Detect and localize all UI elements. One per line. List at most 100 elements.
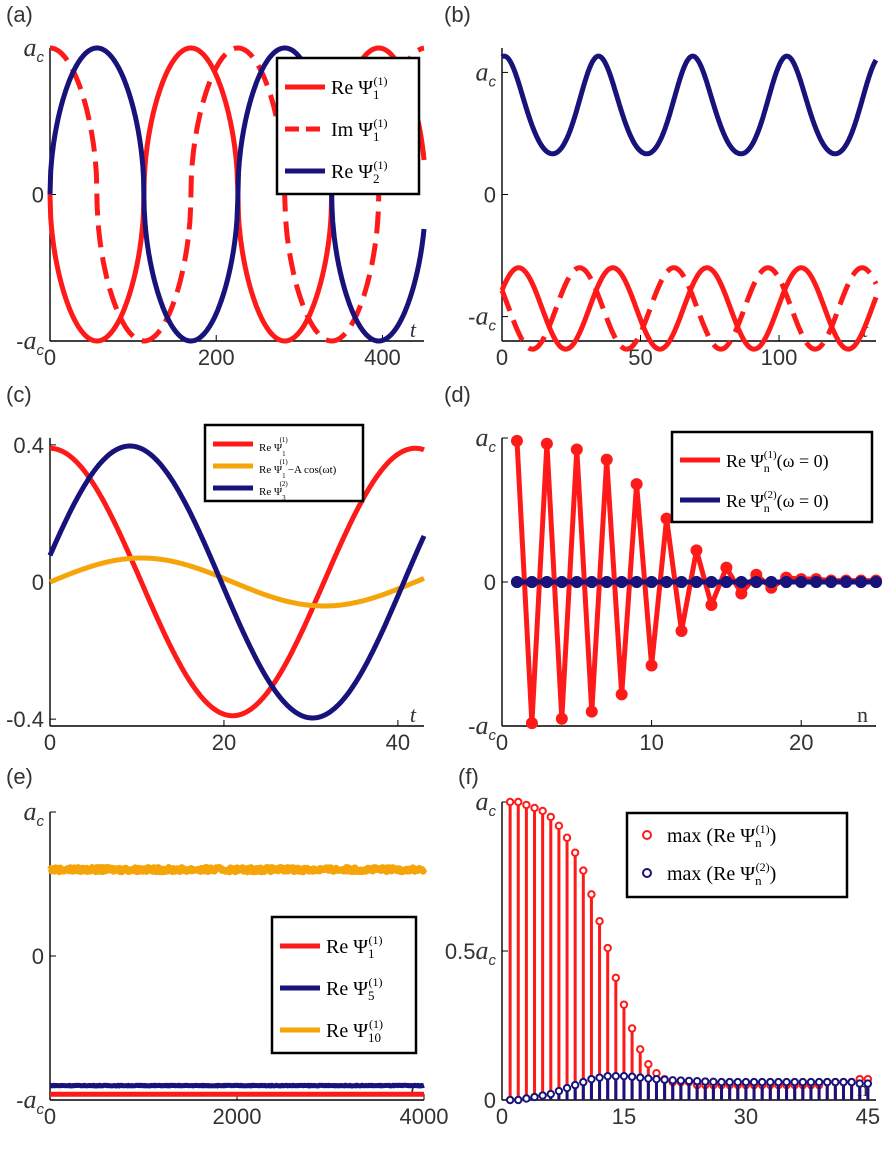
x-axis-label: t — [410, 317, 417, 342]
stem-marker — [505, 1095, 515, 1105]
stem-marker — [823, 1077, 832, 1087]
stem-marker — [766, 1077, 775, 1087]
x-tick-label: 200 — [198, 345, 235, 370]
y-tick-label: -ac — [468, 711, 496, 744]
data-point-top — [555, 576, 568, 588]
data-point-top — [630, 576, 643, 588]
series-line — [48, 45, 426, 344]
data-point-top — [810, 576, 823, 588]
stem-marker — [505, 797, 515, 807]
stem-marker — [855, 1079, 864, 1088]
stem-marker — [587, 1074, 596, 1084]
stem-marker — [668, 1076, 677, 1085]
legend-label: Re Ψ3(2) — [259, 480, 288, 502]
data-point-top — [570, 576, 583, 588]
panel-label: (d) — [444, 382, 471, 407]
x-tick-label: 100 — [761, 345, 798, 370]
stem-marker — [587, 890, 596, 899]
stem-marker — [644, 1060, 653, 1069]
legend-box — [670, 430, 874, 524]
legend-label: max (Re Ψn(2)) — [667, 860, 776, 888]
data-point-top — [705, 576, 718, 588]
data-point-top — [690, 576, 703, 588]
x-tick-label: 0 — [496, 1104, 508, 1129]
stem-marker — [757, 1077, 767, 1087]
stem-marker — [514, 1095, 523, 1105]
data-point — [645, 659, 658, 672]
x-tick-label: 2000 — [213, 1104, 262, 1129]
y-tick-label: -ac — [16, 1085, 44, 1118]
data-point — [615, 688, 628, 701]
stem-marker — [684, 1076, 694, 1086]
series-line — [500, 53, 879, 157]
data-point-top — [825, 576, 838, 588]
data-point — [600, 453, 613, 466]
stem-marker — [733, 1077, 742, 1087]
x-tick-label: 10 — [639, 730, 663, 755]
stem-marker — [611, 973, 621, 983]
y-tick-label: -0.4 — [6, 707, 44, 732]
series-line — [48, 1082, 426, 1089]
series-line — [48, 555, 426, 609]
y-tick-label: 0 — [484, 570, 496, 595]
x-axis-label: n — [857, 702, 868, 727]
data-point — [735, 587, 748, 600]
stem-marker — [554, 821, 564, 831]
stem-marker — [749, 1077, 759, 1087]
stem-marker — [660, 1075, 669, 1084]
series-line — [47, 45, 427, 344]
series-line — [47, 863, 428, 876]
panel-label: (a) — [6, 2, 33, 27]
panel-5: (f) 0 15 30 45 ac 0.5ac 0 n max (Re Ψn(1)) max (Re… — [445, 764, 880, 1129]
stem-marker — [562, 833, 572, 842]
data-point — [510, 434, 523, 447]
stem-marker — [619, 1071, 629, 1081]
stem-marker — [619, 1000, 629, 1009]
data-point-top — [765, 576, 778, 588]
panel-label: (c) — [6, 382, 32, 407]
y-tick-label: 0.5ac — [445, 936, 497, 969]
stem-marker — [806, 1077, 816, 1087]
stem-marker — [636, 1073, 645, 1082]
legend-box — [625, 811, 849, 899]
data-point-top — [525, 576, 538, 588]
data-point-top — [645, 576, 658, 588]
legend-label: Re Ψ1(1) — [259, 436, 288, 458]
stem-marker — [644, 1074, 653, 1083]
stem-marker — [579, 866, 588, 875]
stem-marker — [676, 1076, 686, 1085]
data-point-top — [600, 576, 613, 588]
data-point-top — [795, 576, 808, 588]
x-tick-label: 400 — [364, 345, 401, 370]
y-tick-label: 0 — [32, 183, 44, 208]
data-point — [720, 561, 733, 574]
x-tick-label: 20 — [212, 730, 236, 755]
legend-label: Re Ψn(1)(ω = 0) — [726, 449, 829, 475]
data-point — [555, 712, 568, 725]
stem-marker — [530, 1092, 539, 1102]
stem-marker — [839, 1077, 848, 1087]
stem-marker — [522, 1094, 531, 1103]
data-point-top — [720, 576, 733, 588]
y-tick-label: 0 — [484, 1088, 496, 1113]
stem-marker — [562, 1083, 572, 1093]
stem-marker — [546, 812, 555, 822]
stem-marker — [579, 1077, 588, 1087]
y-tick-label: 0 — [484, 183, 496, 208]
x-tick-label: 30 — [734, 1104, 758, 1129]
stem-marker — [798, 1077, 808, 1087]
stem-marker — [863, 1079, 873, 1088]
data-point-top — [735, 576, 748, 588]
x-axis-label: n — [857, 1076, 868, 1101]
x-tick-label: 0 — [496, 730, 508, 755]
stem-marker — [725, 1077, 734, 1087]
x-tick-label: 0 — [44, 345, 56, 370]
series-line — [47, 443, 427, 721]
panel-label: (b) — [444, 2, 471, 27]
y-tick-label: ac — [24, 33, 45, 66]
y-tick-label: ac — [476, 57, 497, 90]
